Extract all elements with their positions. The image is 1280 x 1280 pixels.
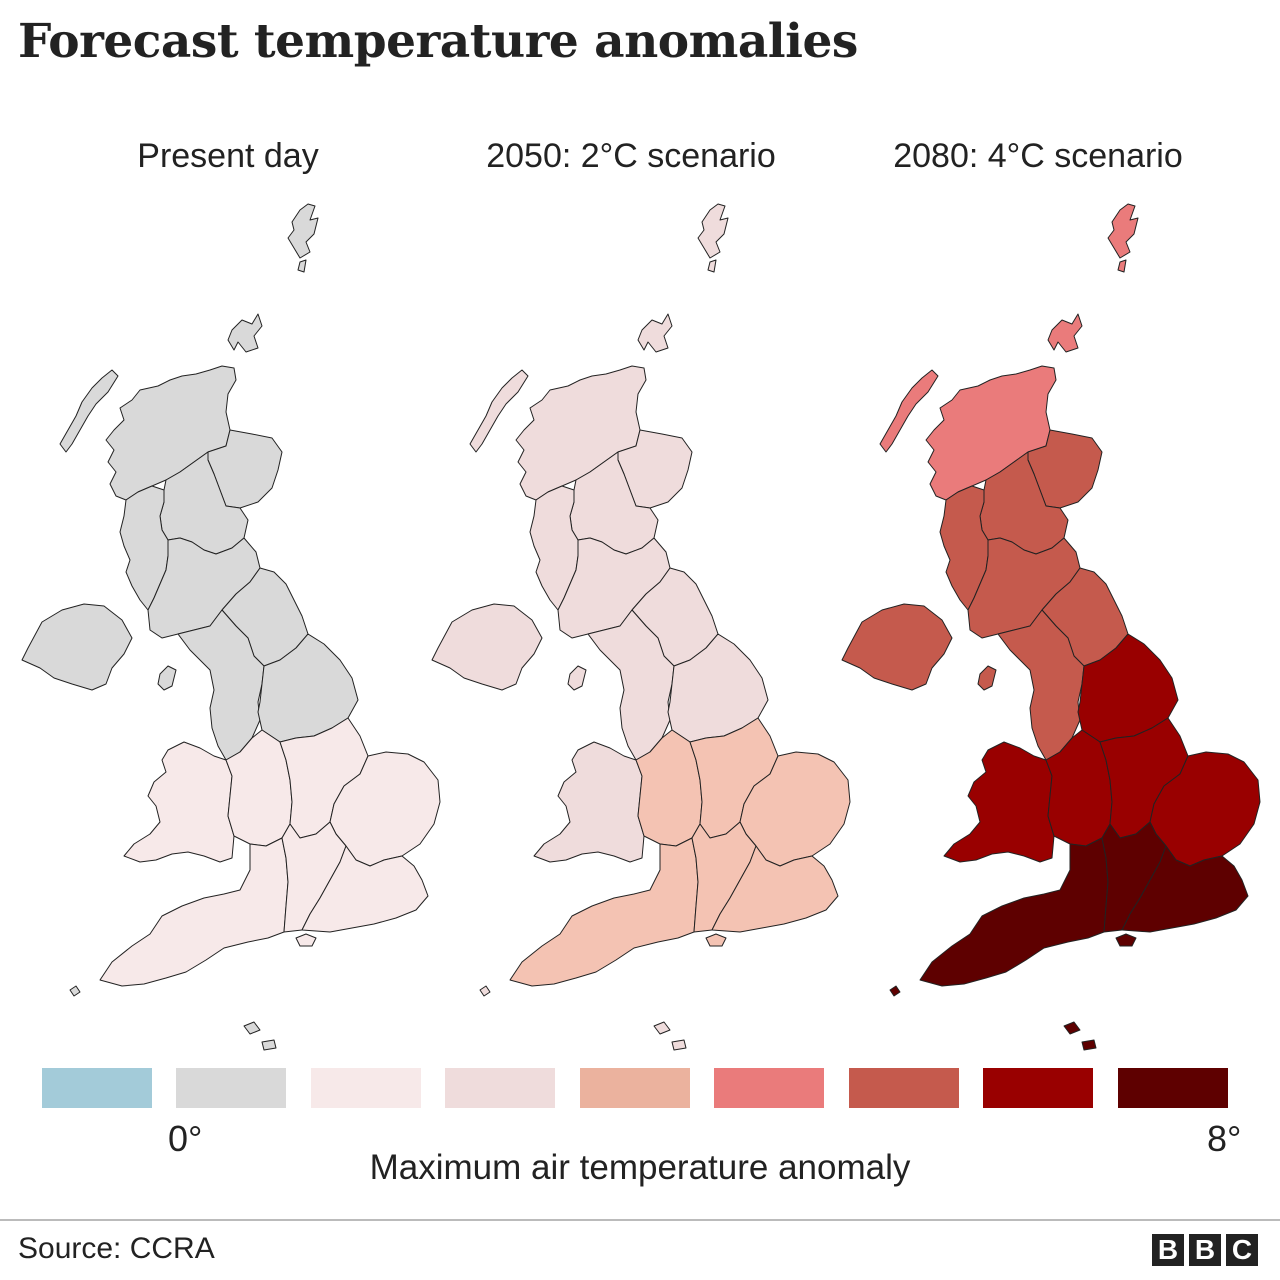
source-credit: Source: CCRA	[18, 1232, 215, 1265]
region-se-england	[711, 845, 839, 933]
legend-swatch	[580, 1068, 690, 1108]
legend-max-label: 8°	[1207, 1118, 1242, 1159]
region-isle-of-wight	[705, 933, 727, 947]
map-1	[431, 203, 851, 1051]
legend-swatch	[42, 1068, 152, 1108]
region-sw-england	[919, 837, 1109, 987]
region-sw-england	[99, 837, 289, 987]
map-label-present-day: Present day	[137, 137, 319, 175]
region-wales	[943, 741, 1055, 863]
region-shetland	[297, 259, 307, 273]
bbc-logo-letter: B	[1189, 1234, 1221, 1266]
region-shetland	[1117, 259, 1127, 273]
region-isle-of-man	[157, 665, 177, 691]
chart-title: Forecast temperature anomalies	[18, 14, 858, 69]
region-channel-islands	[653, 1021, 671, 1035]
map-2	[841, 203, 1261, 1051]
uk-maps	[21, 203, 1261, 1051]
region-channel-islands	[261, 1039, 277, 1051]
region-orkney	[637, 313, 673, 353]
region-orkney	[227, 313, 263, 353]
region-n-ireland	[21, 603, 133, 691]
region-channel-islands	[243, 1021, 261, 1035]
region-wales	[123, 741, 235, 863]
region-channel-islands	[671, 1039, 687, 1051]
legend-min-label: 0°	[168, 1118, 203, 1159]
map-0	[21, 203, 441, 1051]
bbc-logo-letter: C	[1226, 1234, 1258, 1266]
region-se-england	[301, 845, 429, 933]
legend-swatch	[983, 1068, 1093, 1108]
legend-swatch	[445, 1068, 555, 1108]
region-nw-england	[587, 609, 675, 761]
region-scilly	[479, 985, 491, 997]
region-isle-of-wight	[1115, 933, 1137, 947]
region-hebrides	[59, 369, 119, 453]
region-nw-england	[177, 609, 265, 761]
region-shetland	[697, 203, 729, 259]
region-n-ireland	[841, 603, 953, 691]
legend-swatch	[1118, 1068, 1228, 1108]
legend-swatch	[311, 1068, 421, 1108]
region-channel-islands	[1063, 1021, 1081, 1035]
region-orkney	[1047, 313, 1083, 353]
region-shetland	[707, 259, 717, 273]
legend-swatch	[176, 1068, 286, 1108]
region-scilly	[69, 985, 81, 997]
region-isle-of-man	[567, 665, 587, 691]
color-legend	[42, 1068, 1228, 1108]
region-isle-of-man	[977, 665, 997, 691]
legend-swatch	[714, 1068, 824, 1108]
region-shetland	[1107, 203, 1139, 259]
region-hebrides	[879, 369, 939, 453]
region-n-ireland	[431, 603, 543, 691]
region-hebrides	[469, 369, 529, 453]
map-label-2080: 2080: 4°C scenario	[893, 137, 1183, 175]
bbc-logo-letter: B	[1152, 1234, 1184, 1266]
legend-swatch	[849, 1068, 959, 1108]
region-channel-islands	[1081, 1039, 1097, 1051]
region-sw-england	[509, 837, 699, 987]
region-se-england	[1121, 845, 1249, 933]
map-label-2050: 2050: 2°C scenario	[486, 137, 776, 175]
region-wales	[533, 741, 645, 863]
region-shetland	[287, 203, 319, 259]
region-scilly	[889, 985, 901, 997]
legend-title: Maximum air temperature anomaly	[369, 1148, 911, 1187]
region-isle-of-wight	[295, 933, 317, 947]
region-nw-england	[997, 609, 1085, 761]
footer-divider	[0, 1219, 1280, 1221]
